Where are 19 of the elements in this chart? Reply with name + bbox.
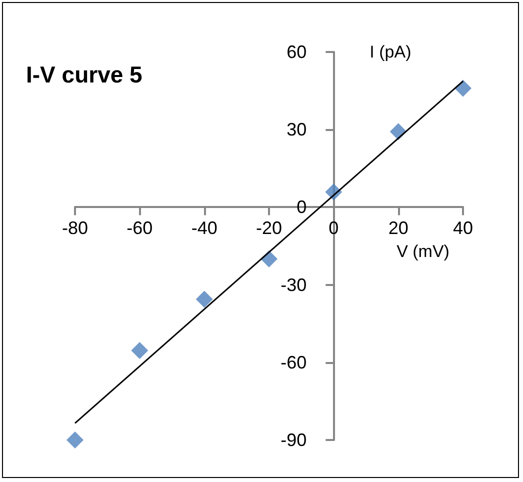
x-tick-label: 40: [452, 218, 474, 238]
x-tick-label: -20: [256, 218, 282, 238]
y-tick-label: -30: [280, 274, 307, 295]
point: [66, 432, 84, 448]
y-tick-label: 0: [296, 197, 307, 218]
y-tick-label: -60: [280, 352, 307, 372]
x-tick-label: -80: [62, 218, 88, 238]
y-tick-label: 30: [286, 120, 307, 140]
x-axis-title: V (mV): [396, 242, 450, 262]
x-tick-label: 0: [328, 218, 339, 238]
chart-title: I-V curve 5: [26, 62, 143, 88]
point: [131, 342, 148, 359]
x-tick-label: -40: [191, 218, 218, 238]
y-tick-label: -90: [280, 430, 307, 450]
x-tick-label: 20: [388, 218, 408, 238]
x-tick-label: -60: [126, 218, 153, 238]
y-axis-title: I (pA): [370, 42, 412, 62]
point: [196, 290, 213, 308]
y-tick-label: 60: [286, 42, 307, 62]
